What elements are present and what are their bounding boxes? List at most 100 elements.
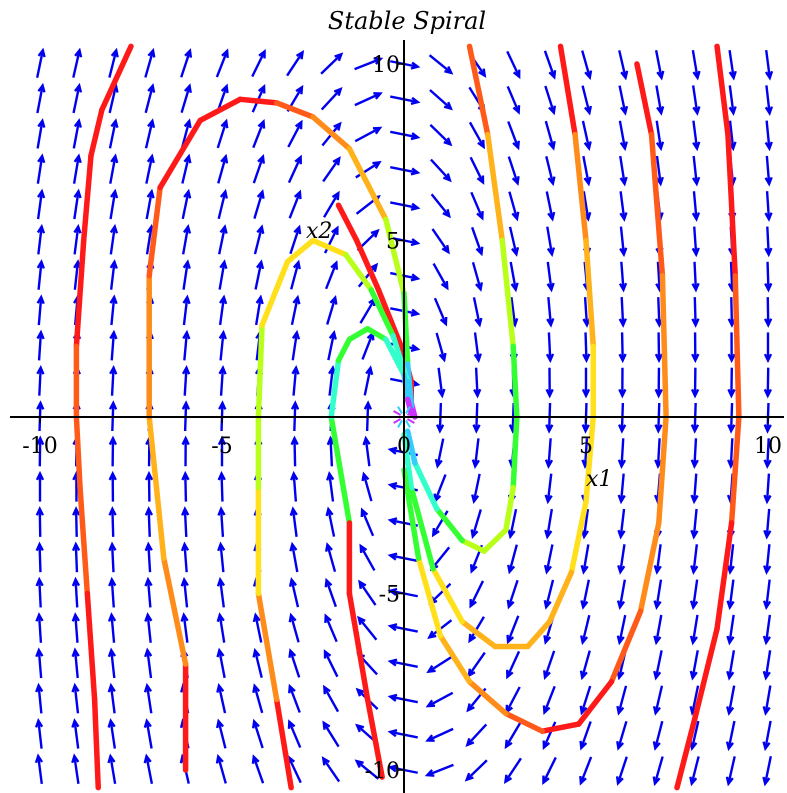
field-arrow xyxy=(430,158,452,183)
field-arrow xyxy=(71,718,80,749)
field-arrow xyxy=(764,85,774,116)
field-arrow xyxy=(288,189,302,219)
trajectory-segment xyxy=(525,618,553,650)
field-arrow xyxy=(579,721,592,751)
field-arrow xyxy=(543,50,557,80)
field-arrow xyxy=(762,756,773,787)
field-arrow xyxy=(326,435,335,467)
trajectory-segment xyxy=(637,520,662,614)
field-arrow xyxy=(616,685,628,716)
trajectory-segment xyxy=(430,566,465,625)
field-arrow xyxy=(580,508,590,540)
field-arrow xyxy=(465,723,488,748)
field-arrow xyxy=(145,188,155,220)
field-arrow xyxy=(619,191,628,222)
trajectory-segment xyxy=(80,153,94,244)
field-arrow xyxy=(218,294,228,326)
field-arrow xyxy=(689,650,699,681)
field-arrow xyxy=(691,155,701,187)
trajectory-segment xyxy=(575,679,615,727)
field-arrow xyxy=(181,223,192,255)
trajectory-segment xyxy=(91,696,101,791)
trajectory xyxy=(346,520,385,780)
field-arrow xyxy=(216,118,229,149)
field-arrow xyxy=(357,262,379,288)
field-arrow xyxy=(108,47,119,78)
field-arrow xyxy=(543,650,556,680)
x-tick-label: -5 xyxy=(211,434,232,459)
trajectory-segment xyxy=(383,216,407,297)
field-arrow xyxy=(617,544,626,575)
x-tick-label: 0 xyxy=(397,434,411,459)
y-tick-label: 5 xyxy=(386,230,400,255)
trajectory-segment xyxy=(375,287,407,357)
field-arrow xyxy=(144,612,153,643)
field-arrow xyxy=(107,682,116,714)
trajectory-segment xyxy=(383,336,407,378)
field-arrow xyxy=(73,223,82,255)
trajectory-segment xyxy=(459,618,498,650)
trajectory-segment xyxy=(714,43,731,138)
field-arrow xyxy=(726,614,735,646)
field-arrow xyxy=(144,470,154,502)
field-arrow xyxy=(503,757,522,784)
field-arrow xyxy=(180,541,190,573)
field-arrow xyxy=(727,332,736,364)
field-arrow xyxy=(324,577,338,608)
field-arrow xyxy=(652,720,664,751)
trajectory-segment xyxy=(503,710,546,734)
x-tick-label: 5 xyxy=(579,434,593,459)
field-arrow xyxy=(618,297,627,328)
field-arrow xyxy=(691,191,701,222)
field-arrow xyxy=(36,435,45,467)
field-arrow xyxy=(323,684,340,713)
field-arrow xyxy=(690,438,699,470)
field-arrow xyxy=(180,48,193,78)
field-arrow xyxy=(320,52,344,75)
field-arrow xyxy=(361,330,375,360)
trajectory-segment xyxy=(84,590,98,703)
trajectory-segment xyxy=(273,696,294,791)
y-tick-label: 10 xyxy=(372,53,400,78)
field-arrow xyxy=(764,191,773,222)
field-arrow xyxy=(762,579,772,611)
field-arrow xyxy=(507,508,518,540)
field-arrow xyxy=(107,612,117,643)
field-arrow xyxy=(289,224,302,255)
field-arrow xyxy=(690,544,699,575)
field-arrow xyxy=(653,544,662,575)
field-arrow xyxy=(217,506,226,537)
field-arrow xyxy=(546,261,555,293)
field-arrow xyxy=(470,509,482,539)
field-arrow xyxy=(71,612,80,643)
field-arrow xyxy=(618,85,629,116)
field-arrow xyxy=(323,649,339,678)
field-arrow xyxy=(543,579,555,610)
field-arrow xyxy=(615,756,628,786)
field-arrow xyxy=(763,508,772,540)
field-arrow xyxy=(618,332,627,364)
field-arrow xyxy=(469,156,485,185)
field-arrow xyxy=(692,120,701,152)
field-arrow xyxy=(291,365,300,396)
field-arrow xyxy=(109,329,118,361)
field-arrow xyxy=(580,579,591,610)
field-arrow xyxy=(435,332,447,363)
field-arrow xyxy=(253,224,265,255)
field-arrow xyxy=(287,719,302,749)
field-arrow xyxy=(252,647,263,678)
trajectory-segment xyxy=(237,96,280,106)
field-arrow xyxy=(762,720,772,752)
field-arrow xyxy=(180,83,192,114)
trajectory-segment xyxy=(568,498,589,576)
trajectory-segment xyxy=(346,590,371,703)
field-arrow xyxy=(580,614,591,646)
field-arrow xyxy=(728,85,737,116)
field-arrow xyxy=(763,473,772,505)
field-arrow xyxy=(181,153,192,184)
trajectory xyxy=(674,43,742,791)
field-arrow xyxy=(507,544,518,575)
field-arrow xyxy=(288,683,301,713)
field-arrow xyxy=(144,647,153,679)
field-arrow xyxy=(359,296,377,324)
